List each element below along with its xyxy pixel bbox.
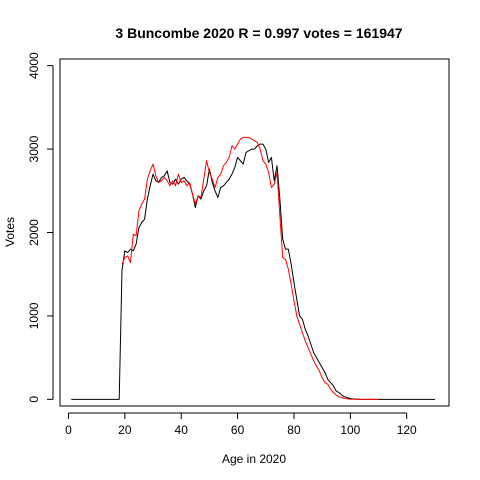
x-tick-label: 0: [65, 423, 72, 437]
x-tick-label: 60: [231, 423, 245, 437]
chart-title: 3 Buncombe 2020 R = 0.997 votes = 161947: [115, 25, 402, 41]
x-tick-label: 20: [118, 423, 132, 437]
x-tick-label: 120: [397, 423, 417, 437]
y-axis-label: Votes: [3, 217, 17, 247]
series-line-2: [121, 136, 379, 400]
y-tick-label: 3000: [27, 135, 41, 162]
y-tick-label: 4000: [27, 52, 41, 79]
y-tick-label: 2000: [27, 219, 41, 246]
x-axis: 0 20 40 60 80 100 120: [65, 412, 417, 437]
series-layer: [71, 136, 435, 400]
x-tick-label: 40: [175, 423, 189, 437]
x-axis-label: Age in 2020: [222, 452, 286, 466]
y-axis: 0 1000 2000 3000 4000: [27, 52, 54, 403]
series-line-1: [71, 143, 435, 400]
y-tick-label: 0: [27, 396, 41, 403]
x-tick-label: 80: [287, 423, 301, 437]
y-tick-label: 1000: [27, 302, 41, 329]
x-tick-label: 100: [340, 423, 360, 437]
plot-frame: [59, 58, 450, 407]
